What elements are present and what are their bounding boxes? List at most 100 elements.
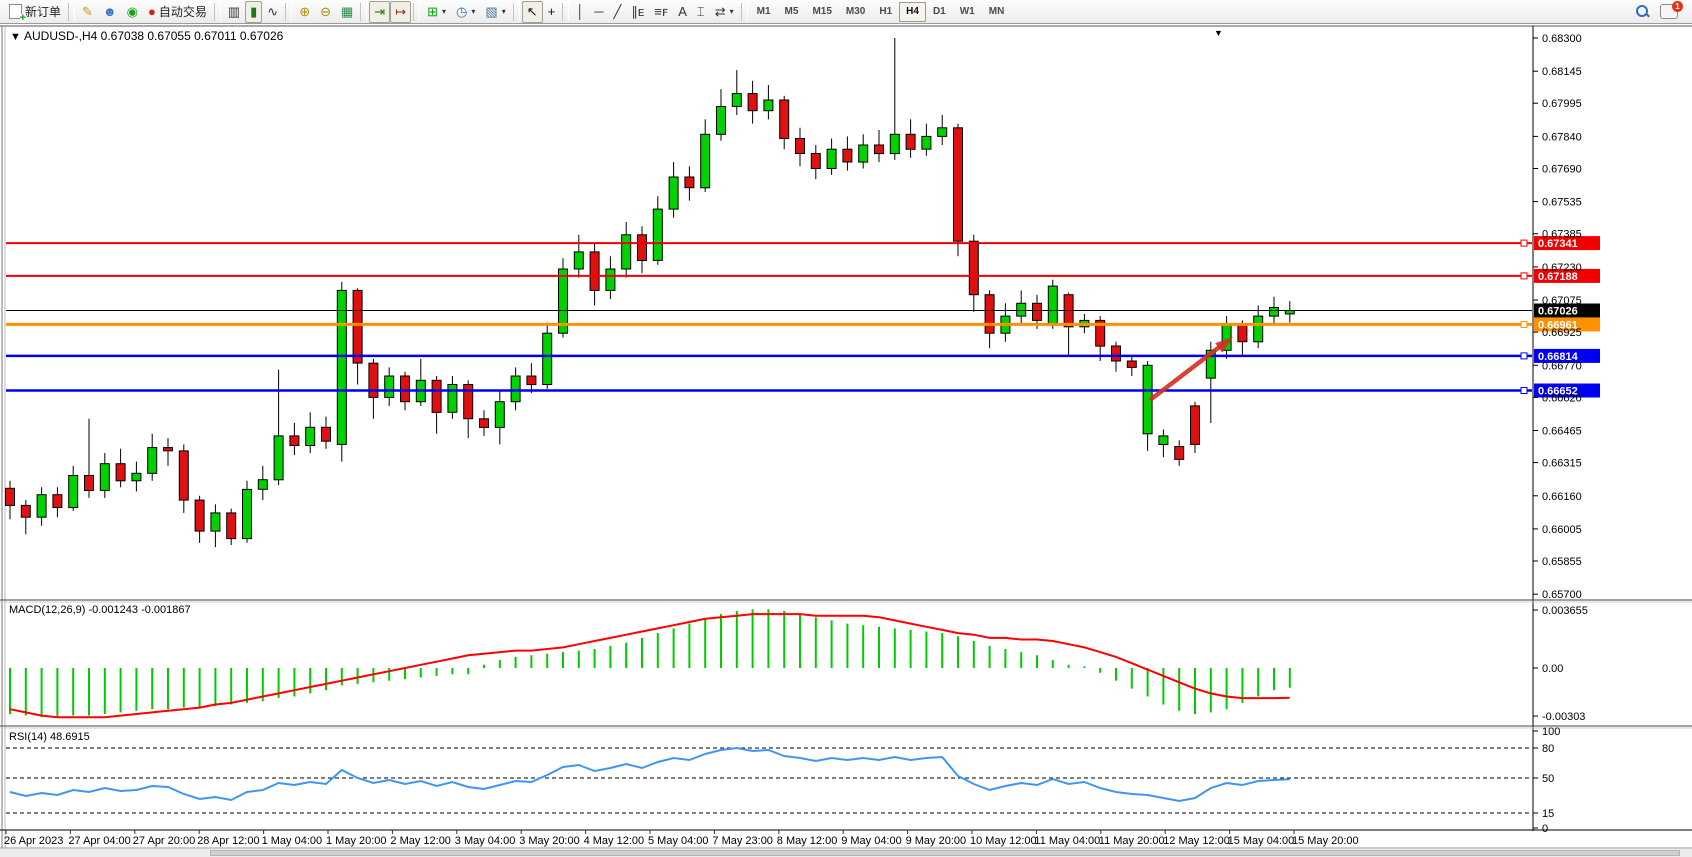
bull-candle <box>1269 307 1279 317</box>
search-icon[interactable] <box>1636 4 1650 19</box>
publisher-button[interactable]: ☻ <box>98 1 122 23</box>
horizontal-line-0.66961-price-tag <box>1534 317 1600 332</box>
bull-candle <box>1284 310 1295 315</box>
timeframe-button-m30[interactable]: M30 <box>845 5 866 17</box>
timeframe-button-h4[interactable]: H4 <box>899 1 926 22</box>
bull-candle <box>763 99 774 112</box>
autotrading-button-label: 自动交易 <box>158 5 207 19</box>
horizontal-line-0.67188-handle[interactable] <box>1520 272 1528 280</box>
horizontal-line-0.66652-price-label: 0.66652 <box>1538 386 1578 398</box>
new-order-icon <box>9 4 26 23</box>
time-axis[interactable]: 26 Apr 2023 27 Apr 04:00 27 Apr 20:00 28 Ap… <box>4 830 1359 847</box>
zoom-in-button[interactable]: ⊕ <box>294 1 315 23</box>
current-price-line-price-tag <box>1534 303 1600 318</box>
fibonacci-button[interactable]: ≡ꜰ <box>649 1 673 23</box>
arrows-button[interactable]: ⇄ ▾ <box>710 1 739 23</box>
time-tick-label: 15 May 04:00 <box>1228 835 1295 847</box>
bear-candle <box>463 384 474 420</box>
scrollbar-thumb[interactable] <box>210 850 1680 856</box>
candlestick-chart-button[interactable]: ▮ <box>245 0 263 23</box>
signals-button[interactable]: ◉ <box>122 1 143 23</box>
indicators-button[interactable]: ⊞ ▾ <box>422 1 451 23</box>
bull-candle <box>731 93 742 107</box>
notification-badge: 1 <box>1672 1 1683 12</box>
toolbar-group-zoom: ⊕ ⊖ ▦ <box>294 1 358 23</box>
toolbar-separator <box>740 2 748 21</box>
trendline-button[interactable]: ╱ <box>609 1 627 23</box>
tile-windows-button[interactable]: ▦ <box>336 1 358 23</box>
text-button[interactable]: A <box>673 1 692 23</box>
timeframe-button-m1[interactable]: M1 <box>756 5 771 17</box>
auto-scroll-icon: ⇥ <box>374 3 386 19</box>
cursor-button[interactable]: ↖ <box>521 0 543 23</box>
styler-button[interactable]: ✎ <box>77 1 98 23</box>
new-order-button-label: 新订单 <box>25 5 62 19</box>
toolbar-separator <box>512 2 520 21</box>
horizontal-line-0.66814-handle[interactable] <box>1520 352 1528 360</box>
timeframe-button-m5[interactable]: M5 <box>784 5 799 17</box>
timeframe-button-h1[interactable]: H1 <box>879 5 893 17</box>
timeframe-button-w1[interactable]: W1 <box>959 5 975 17</box>
toolbar-group-inserts: ⊞ ▾ ◷ ▾ ▧ ▾ <box>422 1 511 23</box>
bull-candle <box>273 435 284 481</box>
chart-shift-button[interactable]: ↦ <box>390 0 412 23</box>
timeframe-button-d1[interactable]: D1 <box>932 5 946 17</box>
bull-candle <box>605 268 616 291</box>
text-label-icon: ⌶ <box>696 3 705 19</box>
bull-candle <box>716 106 726 135</box>
time-tick-label: 15 May 20:00 <box>1292 835 1359 847</box>
periods-button[interactable]: ◷ ▾ <box>451 1 480 23</box>
bear-candle <box>953 127 963 242</box>
text-label-button[interactable]: ⌶ <box>692 1 710 23</box>
horizontal-line-0.66961-handle[interactable] <box>1520 320 1528 328</box>
time-tick-label: 10 May 12:00 <box>970 835 1037 847</box>
dropdown-caret-icon: ▾ <box>471 7 476 16</box>
bull-candle <box>242 488 252 540</box>
channel-button[interactable]: ∥ᴇ <box>626 1 649 23</box>
templates-button[interactable]: ▧ ▾ <box>480 1 510 23</box>
horizontal-line-button[interactable]: ─ <box>589 1 608 23</box>
dropdown-caret-icon: ▾ <box>729 7 734 16</box>
bear-candle <box>1174 446 1185 460</box>
symbol-collapse-icon: ▼ <box>10 31 21 43</box>
price-tick-label: 0.67995 <box>1542 98 1582 110</box>
bear-candle <box>1032 302 1042 321</box>
bear-candle <box>684 176 695 189</box>
crosshair-button[interactable]: + <box>543 1 561 23</box>
bull-candle <box>652 208 663 261</box>
arrows-icon: ⇄ <box>714 3 726 19</box>
timeframe-button-m15[interactable]: M15 <box>812 5 832 17</box>
rsi-tick-label: 100 <box>1542 726 1560 738</box>
horizontal-line-0.66652-handle[interactable] <box>1520 387 1528 394</box>
horizontal-scrollbar[interactable] <box>0 849 1692 857</box>
bear-candle <box>289 435 300 446</box>
bar-chart-button[interactable]: ▥ <box>223 1 245 23</box>
trend-arrow-line[interactable] <box>1148 343 1224 402</box>
bear-candle <box>431 379 442 413</box>
bear-candle <box>1126 360 1137 368</box>
bear-candle <box>115 463 126 482</box>
zoom-out-button[interactable]: ⊖ <box>315 1 336 23</box>
bull-candle <box>36 494 47 518</box>
horizontal-line-0.67341-handle[interactable] <box>1520 239 1528 247</box>
autotrading-button[interactable]: ● 自动交易 <box>143 1 212 23</box>
zoom-out-icon: ⊖ <box>320 3 331 19</box>
price-tick-label: 0.66465 <box>1542 426 1582 438</box>
timeframe-button-mn[interactable]: MN <box>988 5 1005 17</box>
line-chart-button[interactable]: ∿ <box>262 1 283 23</box>
bull-candle <box>621 234 632 270</box>
time-tick-label: 27 Apr 20:00 <box>133 835 195 847</box>
chart-window[interactable]: ▼ AUDUSD-,H4 0.67038 0.67055 0.67011 0.67… <box>0 24 1692 857</box>
time-tick-label: 7 May 23:00 <box>712 835 773 847</box>
rsi-tick-label: 15 <box>1542 808 1554 820</box>
notifications-icon[interactable]: 1 <box>1660 1 1683 19</box>
time-tick-label: 4 May 12:00 <box>584 835 645 847</box>
toolbar-separator <box>285 2 293 21</box>
indicators-icon: ⊞ <box>427 3 439 19</box>
auto-scroll-button[interactable]: ⇥ <box>369 0 391 23</box>
chart-title: AUDUSD-,H4 0.67038 0.67055 0.67011 0.670… <box>24 29 284 43</box>
new-order-button[interactable]: 新订单 <box>4 1 66 23</box>
bull-candle <box>826 148 837 169</box>
bear-candle <box>368 362 379 398</box>
vertical-line-button[interactable]: │ <box>571 1 589 23</box>
